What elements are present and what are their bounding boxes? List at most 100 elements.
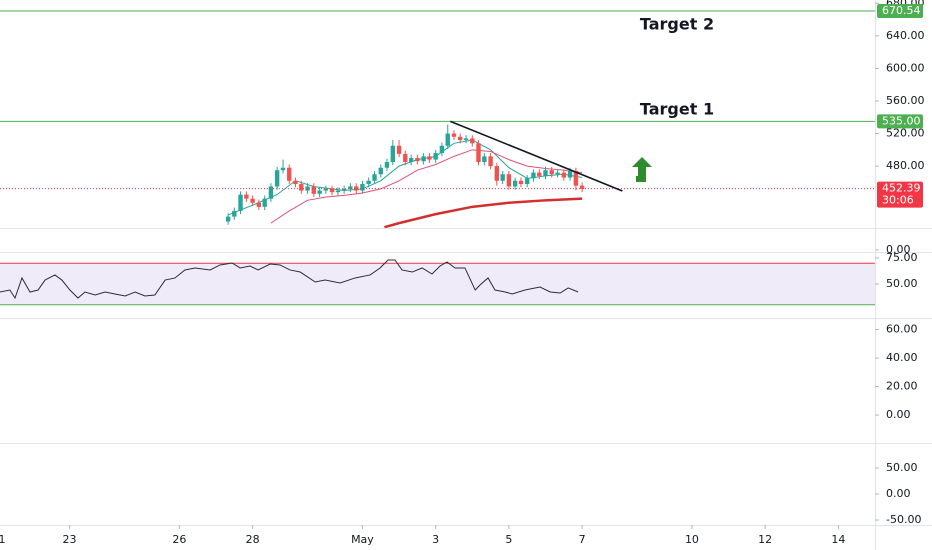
band — [0, 263, 875, 305]
candle-body — [579, 185, 585, 189]
x-tick-label: 7 — [579, 533, 586, 546]
candle-body — [518, 180, 524, 185]
y-tick-label: 50.00 — [886, 277, 918, 290]
candle-body — [335, 190, 341, 193]
candle-body — [299, 184, 304, 191]
candle-body — [250, 198, 255, 203]
candle-body — [348, 186, 353, 189]
y-tick-label: -50.00 — [886, 513, 921, 526]
x-tick-label: 10 — [685, 533, 699, 546]
candle-body — [372, 174, 377, 181]
candle-body — [463, 138, 469, 141]
candle-body — [238, 194, 243, 211]
last-price-label: 452.39 — [882, 182, 921, 195]
candle-body — [268, 186, 274, 199]
candle-body — [451, 133, 457, 137]
candle-body — [354, 186, 359, 191]
candle-body — [549, 170, 554, 175]
level-label: 535.00 — [882, 114, 921, 127]
candle-body — [396, 145, 402, 154]
candle-body — [506, 174, 512, 187]
candle-body — [287, 167, 292, 181]
moving-average — [270, 149, 583, 224]
candle-body — [408, 157, 414, 163]
candle-body — [543, 170, 548, 176]
level-label-box — [877, 114, 923, 129]
candle-body — [476, 143, 481, 163]
candle-body — [232, 210, 237, 217]
y-tick-label: 20.00 — [886, 380, 918, 393]
candle-body — [366, 180, 371, 185]
candle-body — [421, 156, 426, 162]
up-arrow-icon — [632, 157, 652, 182]
y-tick-label: 75.00 — [886, 251, 918, 264]
candle-body — [433, 153, 438, 160]
candle-body — [384, 162, 390, 168]
candle-body — [280, 167, 286, 171]
candle-body — [427, 156, 432, 160]
candle-body — [311, 186, 316, 194]
x-tick-label: 28 — [246, 533, 260, 546]
candle-body — [445, 133, 450, 146]
y-tick-label: 0.00 — [886, 487, 911, 500]
x-tick-label: 12 — [758, 533, 772, 546]
candle-body — [555, 172, 560, 175]
candle-body — [378, 167, 383, 175]
candle-body — [305, 186, 310, 191]
y-tick-label: 40.00 — [886, 351, 918, 364]
candle-body — [341, 188, 347, 191]
candle-body — [293, 180, 298, 185]
candle-body — [457, 136, 463, 141]
candle-body — [262, 198, 267, 207]
level-label: 670.54 — [882, 4, 921, 17]
y-tick-label: 0.00 — [886, 243, 911, 256]
x-tick-label: 23 — [63, 533, 77, 546]
candle-body — [244, 194, 249, 199]
x-tick-label: 14 — [831, 533, 845, 546]
x-tick-label: 26 — [172, 533, 186, 546]
candle-body — [390, 145, 396, 163]
x-tick-label: May — [351, 533, 374, 546]
candle-body — [403, 153, 408, 163]
pane — [0, 259, 875, 306]
last-price-box — [877, 181, 923, 208]
candle-body — [494, 166, 500, 181]
x-tick-label: 3 — [432, 533, 439, 546]
trend-line — [450, 120, 623, 192]
candle-body — [225, 216, 231, 222]
candle-body — [439, 145, 445, 154]
x-tick-label: 1 — [0, 533, 6, 546]
candle-body — [256, 202, 262, 207]
candle-body — [329, 188, 335, 193]
candle-body — [573, 171, 579, 186]
candle-body — [274, 170, 280, 187]
y-tick-label: 0.00 — [886, 408, 911, 421]
y-tick-label: 50.00 — [886, 461, 918, 474]
y-tick-label: 60.00 — [886, 323, 918, 336]
y-tick-label: 560.00 — [886, 94, 925, 107]
candle-body — [537, 172, 542, 176]
y-tick-label: 640.00 — [886, 29, 925, 42]
candle-body — [482, 156, 487, 163]
indicator-line — [0, 259, 579, 300]
candle-body — [567, 171, 573, 178]
candle-body — [524, 178, 530, 185]
candle-body — [415, 157, 420, 162]
x-tick-label: 5 — [505, 533, 512, 546]
y-tick-label: 520.00 — [886, 127, 925, 140]
candle-body — [561, 172, 567, 178]
candle-body — [512, 180, 518, 187]
candle-body — [531, 172, 536, 179]
candle-body — [317, 190, 322, 194]
pane — [0, 10, 875, 228]
candle-body — [360, 184, 365, 191]
level-label-box — [877, 3, 923, 18]
moving-average — [384, 197, 583, 228]
candle-body — [323, 188, 329, 191]
y-tick-label: 600.00 — [886, 61, 925, 74]
candle-body — [500, 174, 505, 181]
candle-body — [488, 156, 493, 167]
